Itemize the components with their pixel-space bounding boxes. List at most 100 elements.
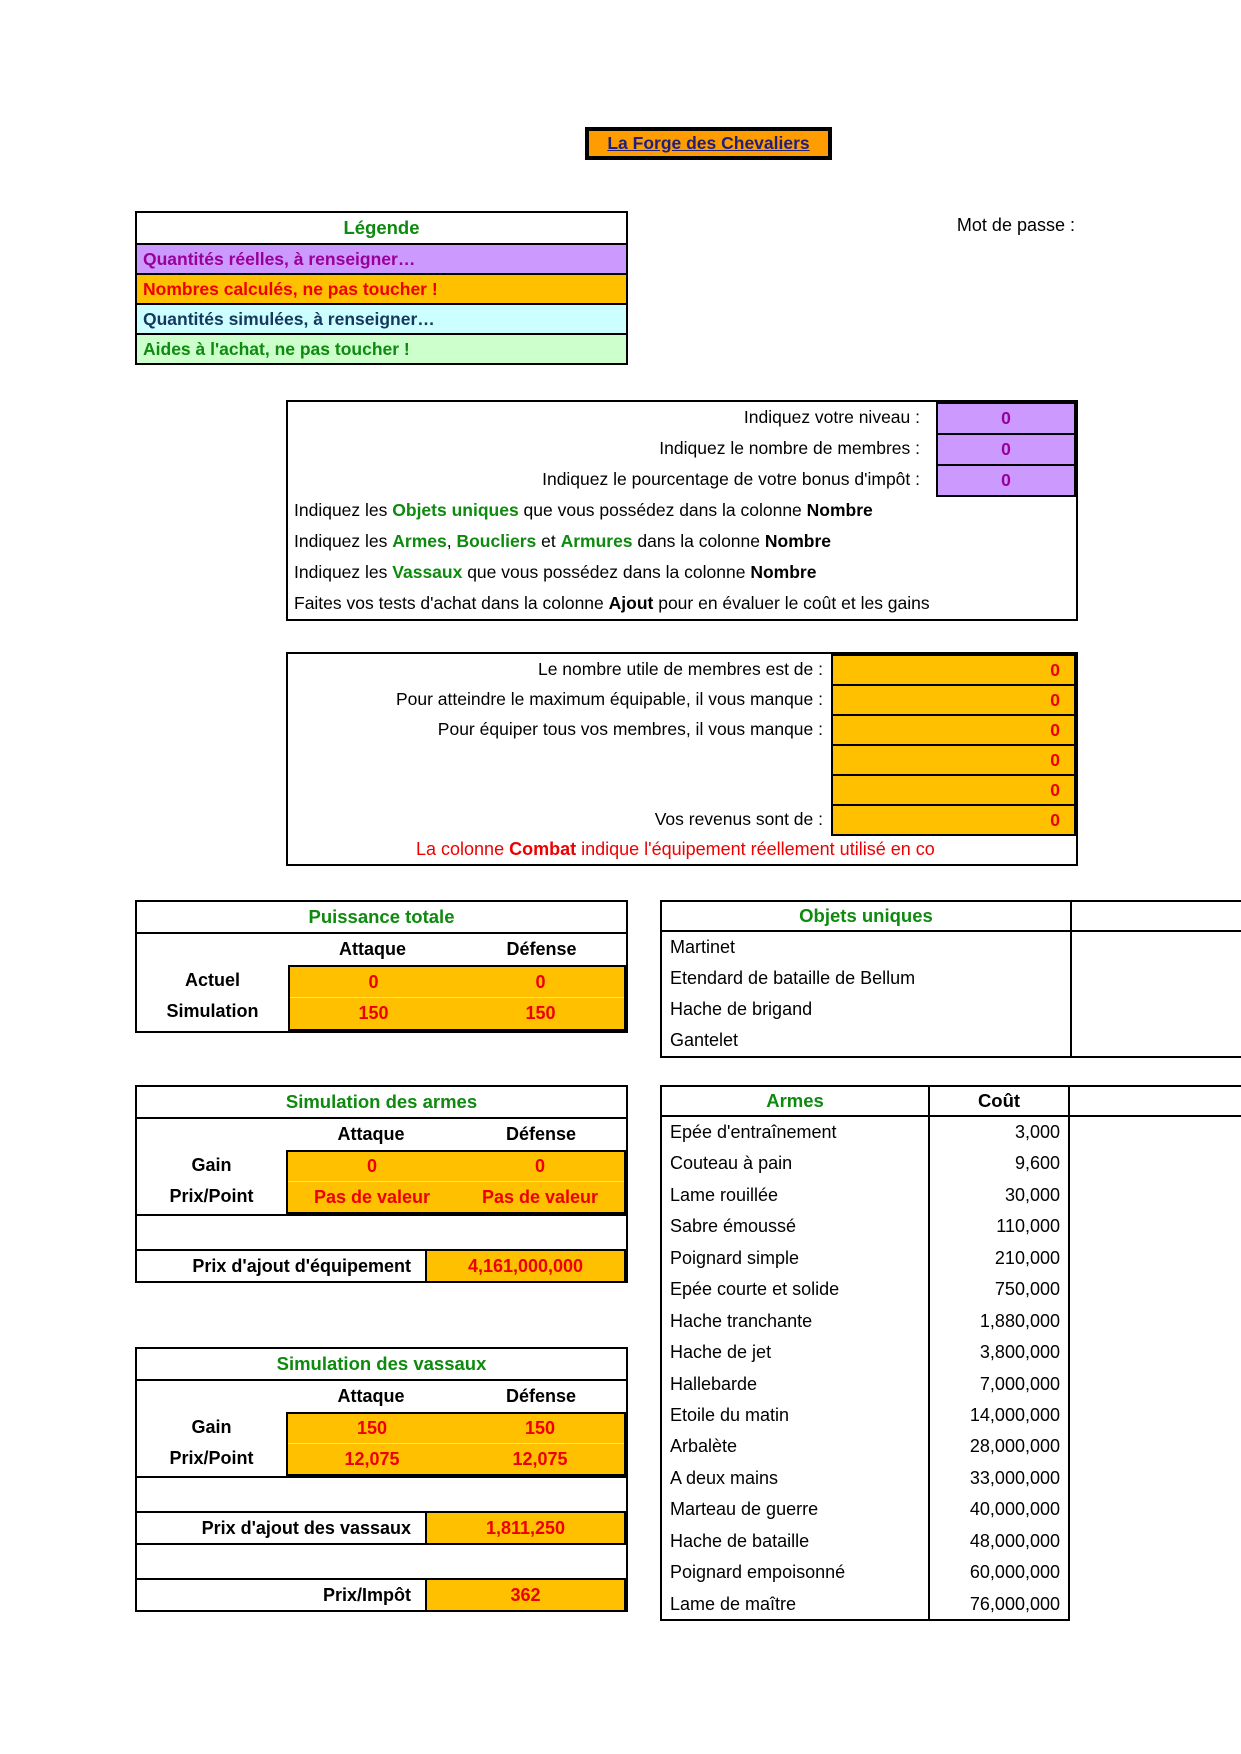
arme-row: Epée courte et solide 750,000 bbox=[670, 1279, 1060, 1300]
objets-uniques-list: Martinet Etendard de bataille de Bellum … bbox=[662, 932, 1068, 1056]
armes-list: Epée d'entraînement 3,000 Couteau à pain 9… bbox=[662, 1117, 1068, 1620]
page-title[interactable]: La Forge des Chevaliers bbox=[585, 127, 832, 160]
legend-table: Légende Quantités réelles, à renseigner…… bbox=[135, 211, 628, 365]
actuel-defense-value: 0 bbox=[535, 972, 546, 992]
puissance-row-actuel-label: Actuel bbox=[184, 970, 240, 990]
arme-row: A deux mains 33,000,000 bbox=[670, 1467, 1060, 1488]
revenues-label: Vos revenus sont de : bbox=[654, 809, 823, 829]
arme-row: Epée d'entraînement 3,000 bbox=[670, 1122, 1060, 1142]
sim-armes-gain-label: Gain bbox=[191, 1155, 232, 1175]
prix-ajout-equipement-label: Prix d'ajout d'équipement bbox=[192, 1256, 411, 1276]
arme-row: Hache tranchante 1,880,000 bbox=[670, 1310, 1060, 1331]
prix-ajout-vassaux-value: 1,811,250 bbox=[425, 1511, 626, 1545]
revenues-value-cell: 0 bbox=[831, 804, 1076, 836]
arme-row: Marteau de guerre 40,000,000 bbox=[670, 1499, 1060, 1520]
cout-col-header: Coût bbox=[977, 1090, 1021, 1111]
objet-unique-item: Martinet bbox=[670, 937, 736, 957]
tax-bonus-input-cell[interactable]: 0 bbox=[936, 464, 1076, 497]
simulation-vassaux-table: Simulation des vassaux Attaque Défense G… bbox=[135, 1347, 628, 1612]
arme-row: Lame rouillée 30,000 bbox=[670, 1184, 1060, 1205]
members-row: Indiquez le nombre de membres : bbox=[288, 433, 1076, 464]
prix-impot-label: Prix/Impôt bbox=[322, 1585, 411, 1605]
members-label: Indiquez le nombre de membres : bbox=[659, 438, 920, 458]
objets-uniques-table: Objets uniques Martinet Etendard de bata… bbox=[660, 900, 1241, 1058]
objet-unique-item: Etendard de bataille de Bellum bbox=[670, 968, 916, 988]
vassaux-gain-attaque-value: 150 bbox=[356, 1418, 388, 1438]
simulation-armes-title: Simulation des armes bbox=[137, 1087, 626, 1119]
combat-column-note: La colonne Combat indique l'équipement r… bbox=[416, 839, 935, 859]
result-value-cell: 0 bbox=[831, 774, 1076, 806]
sim-vassaux-prix-point-label: Prix/Point bbox=[169, 1448, 254, 1468]
arme-row: Hache de jet 3,800,000 bbox=[670, 1342, 1060, 1363]
puissance-totale-table: Puissance totale Attaque Défense Actuel … bbox=[135, 900, 628, 1033]
legend-item-simulated-quantities: Quantités simulées, à renseigner… bbox=[137, 305, 626, 335]
puissance-totale-title: Puissance totale bbox=[137, 902, 626, 934]
simulation-attaque-value: 150 bbox=[358, 1003, 389, 1023]
puissance-col-defense: Défense bbox=[506, 939, 577, 959]
setup-input-cells: 0 0 0 bbox=[936, 402, 1076, 497]
equip-all-members-row: Pour équiper tous vos membres, il vous m… bbox=[288, 714, 1076, 744]
armes-gain-defense-value: 0 bbox=[534, 1156, 545, 1176]
instruction-ajout: Faites vos tests d'achat dans la colonne… bbox=[294, 593, 930, 613]
legend-item-real-quantities: Quantités réelles, à renseigner… bbox=[137, 245, 626, 275]
sim-armes-gain-values: 0 0 bbox=[288, 1152, 624, 1181]
vassaux-prix-attaque-value: 12,075 bbox=[344, 1449, 400, 1469]
results-box: Le nombre utile de membres est de : Pour… bbox=[286, 652, 1078, 866]
tax-bonus-row: Indiquez le pourcentage de votre bonus d… bbox=[288, 464, 1076, 495]
arme-row: Hache de bataille 48,000,000 bbox=[670, 1530, 1060, 1551]
armes-prix-defense-value: Pas de valeur bbox=[481, 1187, 599, 1207]
useful-members-row: Le nombre utile de membres est de : bbox=[288, 654, 1076, 684]
useful-members-label: Le nombre utile de membres est de : bbox=[537, 659, 823, 679]
simulation-armes-table: Simulation des armes Attaque Défense Gai… bbox=[135, 1085, 628, 1283]
simulation-vassaux-title: Simulation des vassaux bbox=[137, 1349, 626, 1381]
arme-row: Poignard empoisonné 60,000,000 bbox=[670, 1562, 1060, 1583]
instruction-objets-uniques: Indiquez les Objets uniques que vous pos… bbox=[294, 500, 873, 520]
actuel-attaque-value: 0 bbox=[368, 972, 379, 992]
members-input-cell[interactable]: 0 bbox=[936, 433, 1076, 466]
arme-row: Arbalète 28,000,000 bbox=[670, 1436, 1060, 1457]
sim-armes-prix-point-label: Prix/Point bbox=[169, 1186, 254, 1206]
sim-armes-col-attaque: Attaque bbox=[337, 1124, 405, 1144]
sim-vassaux-gain-values: 150 150 bbox=[288, 1414, 624, 1443]
result-value-cell: 0 bbox=[831, 744, 1076, 776]
arme-row: Etoile du matin 14,000,000 bbox=[670, 1404, 1060, 1425]
puissance-actuel-values: 0 0 bbox=[290, 967, 624, 997]
sim-vassaux-col-attaque: Attaque bbox=[337, 1386, 405, 1406]
results-value-cells: 0 0 0 0 0 0 bbox=[831, 654, 1076, 836]
revenues-row: Vos revenus sont de : bbox=[288, 804, 1076, 834]
sim-armes-values-block: 0 0 Pas de valeur Pas de valeur bbox=[286, 1150, 626, 1214]
sim-armes-col-defense: Défense bbox=[505, 1124, 577, 1144]
armes-gain-attaque-value: 0 bbox=[366, 1156, 377, 1176]
sim-vassaux-col-defense: Défense bbox=[505, 1386, 577, 1406]
instruction-armes-boucliers-armures: Indiquez les Armes, Boucliers et Armures… bbox=[294, 531, 831, 551]
tax-bonus-label: Indiquez le pourcentage de votre bonus d… bbox=[542, 469, 920, 489]
objet-unique-item: Gantelet bbox=[670, 1030, 739, 1050]
legend-item-purchase-aids: Aides à l'achat, ne pas toucher ! bbox=[137, 335, 626, 363]
sim-vassaux-gain-label: Gain bbox=[191, 1417, 232, 1437]
arme-row: Poignard simple 210,000 bbox=[670, 1247, 1060, 1268]
instruction-vassaux: Indiquez les Vassaux que vous possédez d… bbox=[294, 562, 817, 582]
level-input-cell[interactable]: 0 bbox=[936, 402, 1076, 435]
password-label: Mot de passe : bbox=[956, 215, 1075, 235]
legend-title: Légende bbox=[137, 213, 626, 245]
equip-all-members-value-cell: 0 bbox=[831, 714, 1076, 746]
useful-members-value-cell: 0 bbox=[831, 654, 1076, 686]
level-label: Indiquez votre niveau : bbox=[743, 407, 920, 427]
armes-cout-table: Armes Coût Epée d'entraînement 3,000 Cout… bbox=[660, 1085, 1241, 1621]
objet-unique-item: Hache de brigand bbox=[670, 999, 813, 1019]
arme-row: Lame de maître 76,000,000 bbox=[670, 1593, 1060, 1614]
simulation-defense-value: 150 bbox=[525, 1003, 556, 1023]
armes-col-header: Armes bbox=[766, 1090, 824, 1111]
armes-prix-attaque-value: Pas de valeur bbox=[313, 1187, 431, 1207]
max-equipable-value-cell: 0 bbox=[831, 684, 1076, 716]
sim-vassaux-values-block: 150 150 12,075 12,075 bbox=[286, 1412, 626, 1476]
legend-item-calculated-numbers: Nombres calculés, ne pas toucher ! bbox=[137, 275, 626, 305]
setup-box: Indiquez votre niveau : Indiquez le nomb… bbox=[286, 400, 1078, 621]
arme-row: Sabre émoussé 110,000 bbox=[670, 1216, 1060, 1237]
puissance-col-attaque: Attaque bbox=[339, 939, 406, 959]
objets-uniques-title: Objets uniques bbox=[799, 905, 933, 926]
equip-all-members-label: Pour équiper tous vos membres, il vous m… bbox=[437, 719, 823, 739]
level-row: Indiquez votre niveau : bbox=[288, 402, 1076, 433]
puissance-row-simulation-label: Simulation bbox=[166, 1001, 259, 1021]
